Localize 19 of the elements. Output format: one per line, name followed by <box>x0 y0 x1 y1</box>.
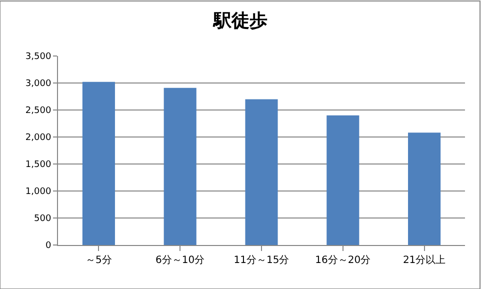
y-tick-label: 3,000 <box>25 79 52 90</box>
y-tick-label: 2,000 <box>25 133 52 144</box>
x-tick-label: ～5分 <box>86 254 112 266</box>
x-tick-label: 21分以上 <box>402 254 446 266</box>
y-tick-label: 2,500 <box>25 106 52 116</box>
y-tick-label: 0 <box>45 241 52 252</box>
bar <box>245 99 278 245</box>
y-tick-label: 1,500 <box>25 160 52 170</box>
y-tick-label: 1,000 <box>25 187 52 198</box>
x-tick-label: 6分～10分 <box>156 254 205 266</box>
bar <box>408 132 441 245</box>
bar <box>326 115 360 245</box>
x-tick-label: 11分～15分 <box>234 254 290 266</box>
y-tick-label: 500 <box>34 214 52 224</box>
bar <box>82 82 115 245</box>
bar <box>164 88 196 245</box>
x-tick-label: 16分～20分 <box>315 254 371 266</box>
chart-title: 駅徒歩 <box>212 10 268 32</box>
y-tick-label: 3,500 <box>25 52 52 62</box>
